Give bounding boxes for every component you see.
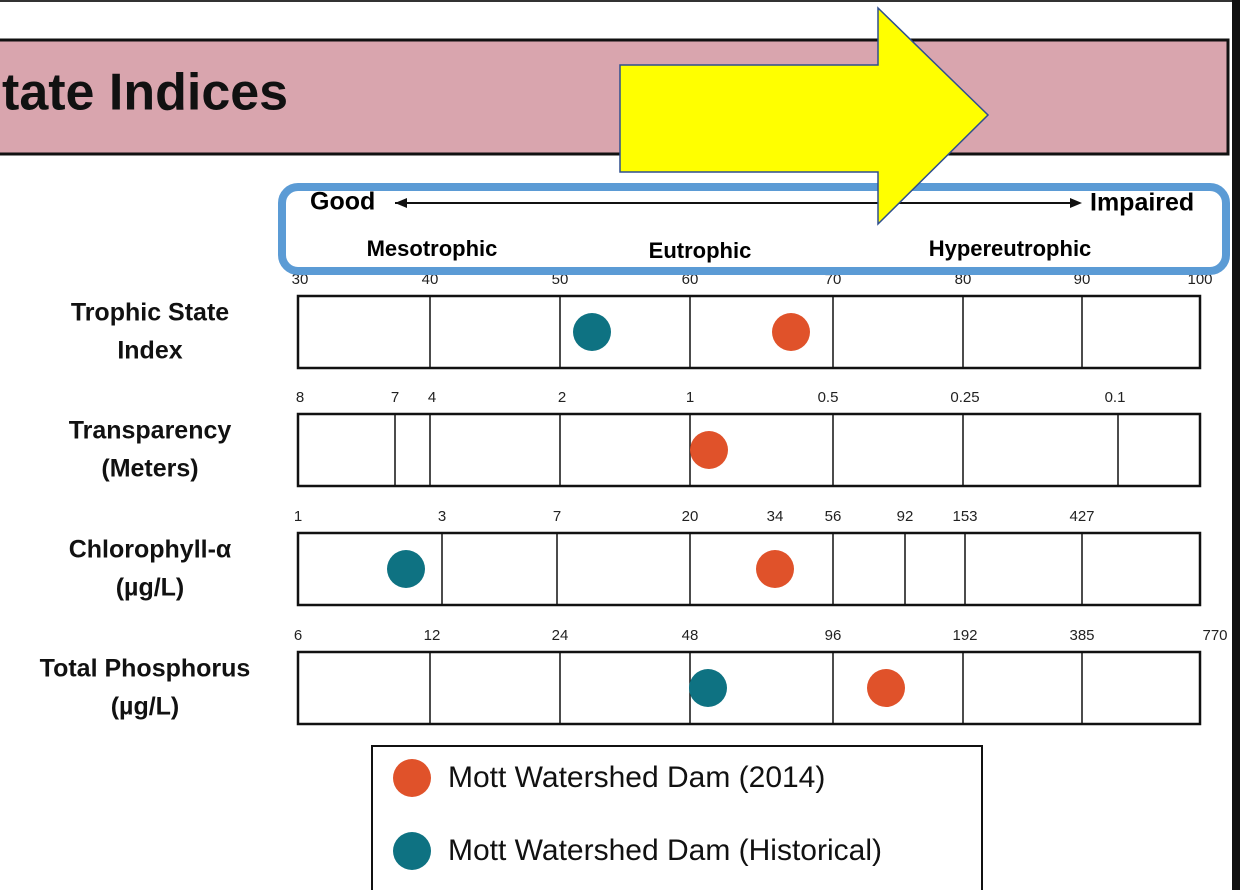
tick-label: 7 bbox=[553, 508, 561, 525]
marker-dot bbox=[387, 550, 425, 588]
row-label: (µg/L) bbox=[116, 574, 185, 602]
tick-label: 30 bbox=[292, 271, 309, 288]
tick-label: 4 bbox=[428, 389, 436, 406]
tick-label: 34 bbox=[767, 508, 784, 525]
index-bar bbox=[296, 412, 1202, 488]
row-label: Index bbox=[117, 337, 182, 365]
tick-label: 24 bbox=[552, 627, 569, 644]
row-label: (Meters) bbox=[101, 455, 198, 483]
index-bar bbox=[296, 650, 1202, 726]
scale-box bbox=[278, 183, 1230, 275]
tick-label: 770 bbox=[1202, 627, 1227, 644]
marker-dot bbox=[756, 550, 794, 588]
tick-label: 0.5 bbox=[818, 389, 839, 406]
legend-dot bbox=[393, 832, 431, 870]
tick-label: 90 bbox=[1074, 271, 1091, 288]
tick-label: 56 bbox=[825, 508, 842, 525]
tick-label: 427 bbox=[1069, 508, 1094, 525]
tick-label: 192 bbox=[952, 627, 977, 644]
tick-label: 48 bbox=[682, 627, 699, 644]
tick-label: 0.25 bbox=[950, 389, 979, 406]
tick-label: 385 bbox=[1069, 627, 1094, 644]
zone-label: Hypereutrophic bbox=[929, 236, 1092, 261]
marker-dot bbox=[573, 313, 611, 351]
tick-label: 3 bbox=[438, 508, 446, 525]
title: tate Indices bbox=[2, 64, 288, 122]
row-label: Transparency bbox=[69, 417, 232, 445]
marker-dot bbox=[867, 669, 905, 707]
tick-label: 70 bbox=[825, 271, 842, 288]
row-label: Trophic State bbox=[71, 299, 229, 327]
tick-label: 2 bbox=[558, 389, 566, 406]
tick-label: 20 bbox=[682, 508, 699, 525]
marker-dot bbox=[689, 669, 727, 707]
tick-label: 50 bbox=[552, 271, 569, 288]
frame-edge bbox=[1232, 0, 1240, 890]
arrowhead bbox=[395, 198, 407, 208]
tick-label: 8 bbox=[296, 389, 304, 406]
row-label: Chlorophyll-α bbox=[69, 536, 232, 564]
legend-text: Mott Watershed Dam (Historical) bbox=[448, 834, 882, 867]
tick-label: 1 bbox=[294, 508, 302, 525]
tick-label: 96 bbox=[825, 627, 842, 644]
yellow-arrow bbox=[619, 6, 990, 226]
row-label: Total Phosphorus bbox=[40, 655, 251, 683]
good-label: Good bbox=[310, 188, 375, 216]
row-label: (µg/L) bbox=[111, 693, 180, 721]
legend-text: Mott Watershed Dam (2014) bbox=[448, 761, 825, 794]
index-bar bbox=[296, 294, 1202, 370]
index-bar bbox=[296, 531, 1202, 607]
tick-label: 6 bbox=[294, 627, 302, 644]
tick-label: 92 bbox=[897, 508, 914, 525]
tick-label: 1 bbox=[686, 389, 694, 406]
zone-label: Mesotrophic bbox=[367, 236, 498, 261]
legend-box bbox=[371, 745, 983, 890]
tick-label: 7 bbox=[391, 389, 399, 406]
tick-label: 100 bbox=[1187, 271, 1212, 288]
tick-label: 153 bbox=[952, 508, 977, 525]
impaired-label: Impaired bbox=[1090, 189, 1194, 217]
tick-label: 80 bbox=[955, 271, 972, 288]
marker-dot bbox=[772, 313, 810, 351]
marker-dot bbox=[690, 431, 728, 469]
tick-label: 0.1 bbox=[1105, 389, 1126, 406]
arrowhead bbox=[1070, 198, 1082, 208]
tick-label: 40 bbox=[422, 271, 439, 288]
tick-label: 12 bbox=[424, 627, 441, 644]
legend-dot bbox=[393, 759, 431, 797]
tick-label: 60 bbox=[682, 271, 699, 288]
zone-label: Eutrophic bbox=[649, 238, 752, 263]
title-banner bbox=[0, 38, 1230, 156]
